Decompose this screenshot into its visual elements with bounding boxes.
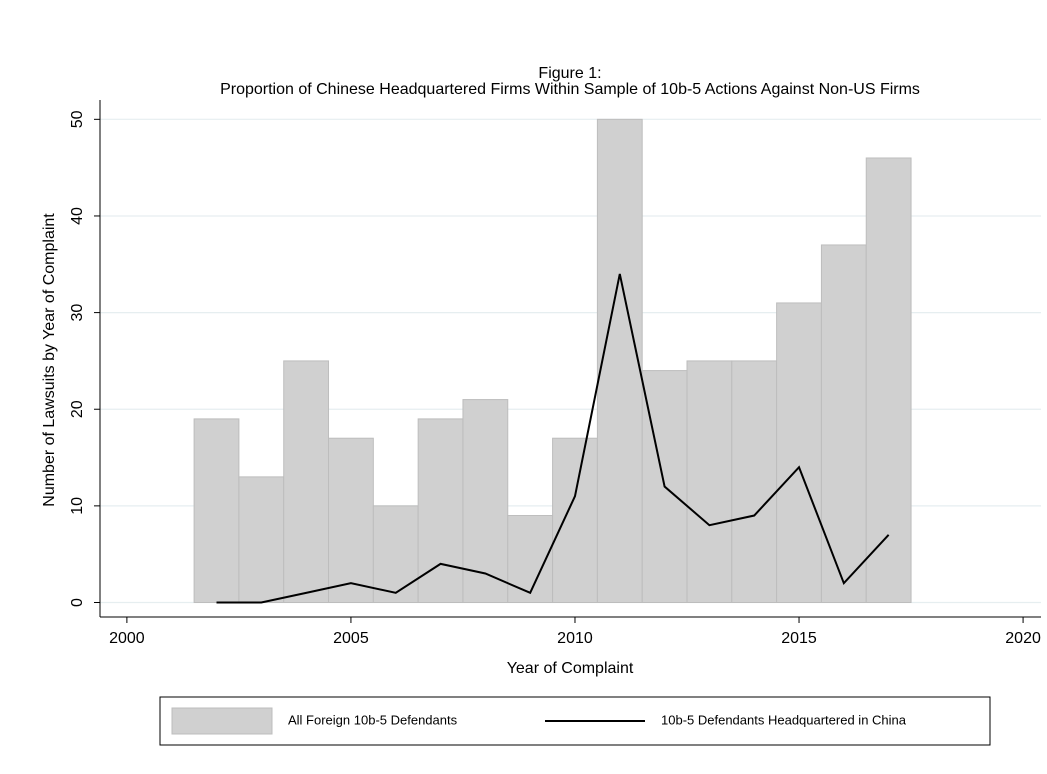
bar (372, 505, 419, 604)
legend-label: 10b-5 Defendants Headquartered in China (661, 712, 907, 727)
y-axis-label: Number of Lawsuits by Year of Complaint (41, 213, 58, 507)
line (216, 273, 890, 604)
bar (552, 437, 598, 604)
bar (596, 118, 643, 604)
bar (283, 360, 330, 604)
bar (731, 360, 778, 604)
x-axis-label: Year of Complaint (507, 660, 634, 677)
legend-label: All Foreign 10b-5 Defendants (288, 712, 458, 727)
y-tick-label: 40 (69, 207, 86, 225)
legend-box (159, 696, 991, 746)
y-tick-label: 10 (69, 497, 86, 515)
bar (238, 476, 285, 604)
y-tick-label: 30 (69, 304, 86, 322)
chart-title: Figure 1: (538, 65, 601, 82)
x-tick-label: 2020 (1005, 630, 1041, 647)
bar (193, 418, 240, 604)
bar (686, 360, 733, 604)
x-tick-label: 2005 (333, 630, 369, 647)
bar (776, 302, 822, 604)
chart-subtitle: Proportion of Chinese Headquartered Firm… (220, 81, 920, 98)
bar (417, 418, 464, 604)
legend-swatch (171, 707, 273, 735)
x-tick-label: 2000 (109, 630, 145, 647)
x-tick-label: 2010 (557, 630, 593, 647)
bar (328, 437, 374, 604)
bar (462, 399, 509, 604)
y-tick-label: 0 (69, 598, 86, 607)
x-tick-label: 2015 (781, 630, 817, 647)
y-tick-label: 20 (69, 400, 86, 418)
y-tick-label: 50 (69, 110, 86, 128)
bar (820, 244, 867, 604)
bar (865, 157, 912, 604)
